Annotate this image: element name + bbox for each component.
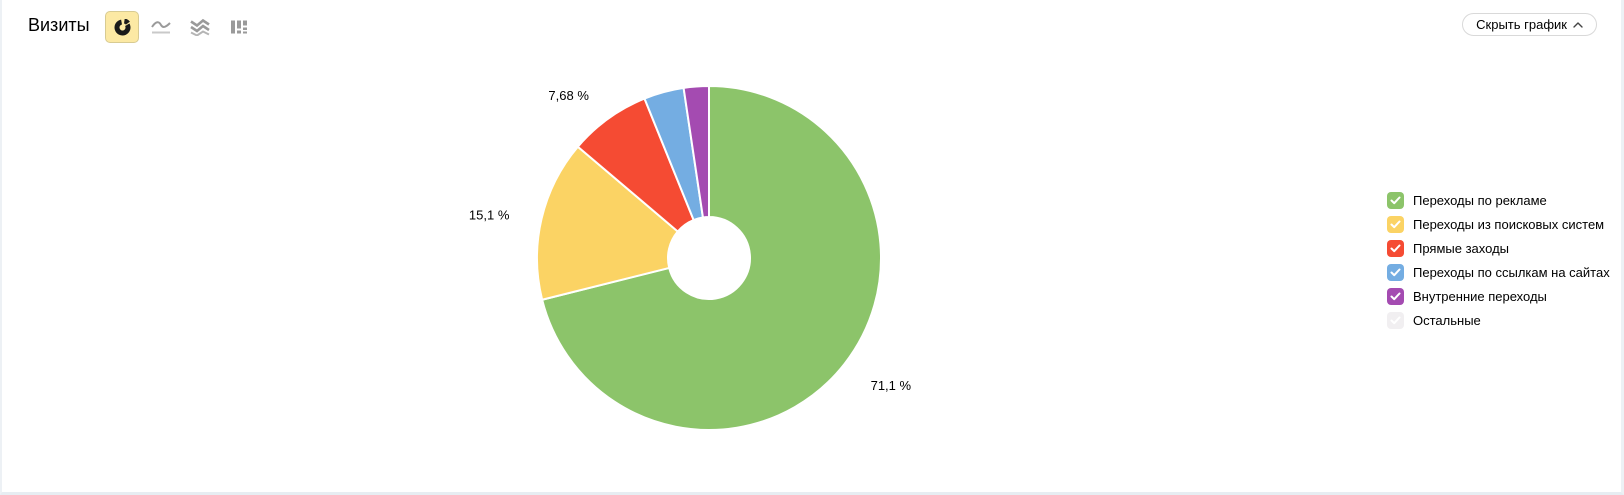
legend-label: Переходы по ссылкам на сайтах (1413, 264, 1610, 280)
chevron-up-icon (1573, 21, 1583, 28)
legend-item-0[interactable]: Переходы по рекламе (1387, 191, 1610, 209)
legend-label: Прямые заходы (1413, 240, 1510, 256)
slice-label-2: 7,68 % (548, 88, 589, 103)
stacked-area-icon (189, 18, 211, 36)
legend-label: Внутренние переходы (1413, 288, 1547, 304)
legend-label: Переходы по рекламе (1413, 192, 1547, 208)
donut-chart-icon (114, 18, 131, 36)
panel-title: Визиты (28, 15, 90, 35)
column-chart-icon (228, 18, 250, 36)
legend-checkbox-icon[interactable] (1387, 311, 1404, 329)
hide-chart-label: Скрыть график (1476, 17, 1567, 32)
chart-type-line-button[interactable] (144, 11, 178, 43)
legend-checkbox-icon[interactable] (1387, 215, 1404, 233)
chart-legend: Переходы по рекламе Переходы из поисковых… (1387, 191, 1610, 335)
chart-type-donut-button[interactable] (105, 11, 139, 43)
panel-header: Визиты (2, 0, 1621, 52)
slice-label-1: 15,1 % (469, 207, 510, 222)
legend-checkbox-icon[interactable] (1387, 287, 1404, 305)
legend-checkbox-icon[interactable] (1387, 263, 1404, 281)
legend-item-4[interactable]: Внутренние переходы (1387, 287, 1610, 305)
legend-label: Переходы из поисковых систем (1413, 216, 1605, 232)
legend-item-5[interactable]: Остальные (1387, 311, 1610, 329)
chart-type-area-button[interactable] (183, 11, 217, 43)
legend-item-3[interactable]: Переходы по ссылкам на сайтах (1387, 263, 1610, 281)
line-chart-icon (150, 18, 172, 36)
pie-slice-1[interactable] (536, 145, 679, 301)
slice-label-0: 71,1 % (871, 378, 912, 393)
pie-slice-0[interactable] (541, 85, 883, 431)
chart-type-switcher (105, 10, 256, 44)
legend-checkbox-icon[interactable] (1387, 239, 1404, 257)
legend-item-2[interactable]: Прямые заходы (1387, 239, 1610, 257)
legend-item-1[interactable]: Переходы из поисковых систем (1387, 215, 1610, 233)
legend-label: Остальные (1413, 312, 1481, 328)
legend-checkbox-icon[interactable] (1387, 191, 1404, 209)
chart-type-columns-button[interactable] (222, 11, 256, 43)
pie-slice-4[interactable] (682, 85, 710, 219)
hide-chart-button[interactable]: Скрыть график (1462, 13, 1597, 36)
